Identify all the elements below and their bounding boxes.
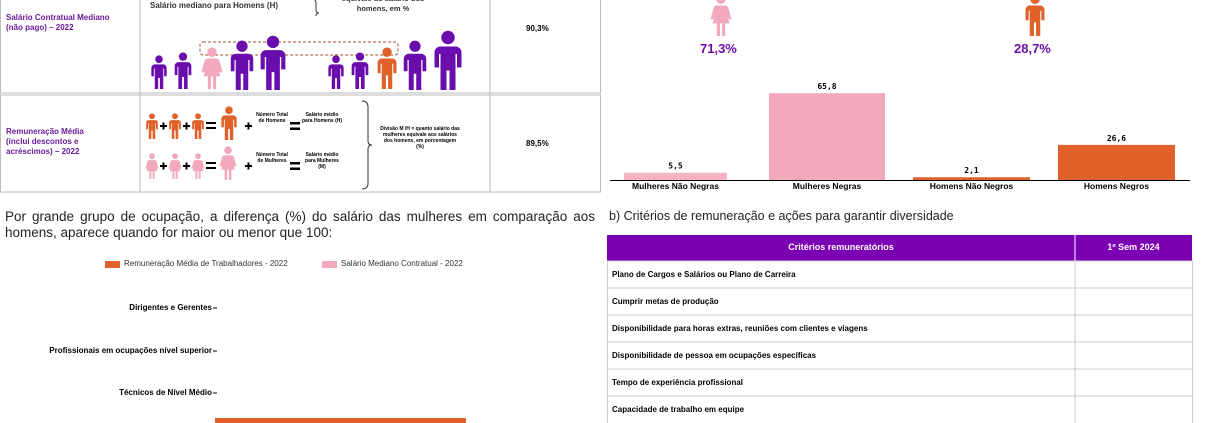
bar — [769, 93, 885, 180]
bracket — [361, 100, 373, 190]
section-title: b) Critérios de remuneração e ações para… — [609, 209, 954, 223]
table-header — [607, 235, 1192, 261]
operators — [160, 122, 300, 170]
bar — [624, 172, 727, 180]
legend-swatch — [105, 261, 120, 268]
criteria-row: Tempo de experiência profissional — [612, 378, 743, 387]
header-cell: Critérios remuneratórios — [788, 242, 894, 252]
criteria-row: Disponibilidade de pessoa em ocupações e… — [612, 351, 817, 360]
share-label: 71,3% — [700, 41, 737, 56]
criteria-row: Disponibilidade para horas extras, reuni… — [612, 324, 868, 333]
x-tick-label: Mulheres Negras — [793, 181, 862, 191]
bar-clipped — [215, 418, 466, 423]
criteria-row: Capacidade de trabalho em equipe — [612, 405, 745, 414]
criteria-row: Plano de Cargos e Salários ou Plano de C… — [612, 270, 796, 279]
figure-text: Salário médio para Mulheres (M) — [305, 152, 339, 170]
people-row-2 — [145, 106, 237, 180]
category-label: Profissionais em ocupações nível superio… — [49, 346, 212, 355]
value-label: 26,6 — [1107, 134, 1126, 143]
legend-swatch — [322, 261, 337, 268]
figure-text: Salário mediano para Homens (H) — [150, 1, 279, 10]
bracket — [314, 0, 320, 17]
figure-text: equivale ao salário dos homens, em % — [342, 0, 425, 13]
row-value: 90,3% — [526, 24, 549, 33]
x-tick-label: Homens Negros — [1084, 181, 1149, 191]
row-label: Remuneração Média (inclui descontos e ac… — [6, 127, 84, 156]
row-label: Salário Contratual Mediano (não pago) – … — [6, 13, 110, 32]
category-label: Dirigentes e Gerentes — [129, 303, 212, 312]
woman-icon — [710, 0, 732, 36]
criteria-grid — [607, 260, 1193, 423]
figure-text: Salário médio para Homens (H) — [302, 112, 343, 124]
share-label: 28,7% — [1014, 41, 1051, 56]
table-grid — [0, 0, 601, 193]
people-row-1 — [151, 30, 462, 90]
x-tick-label: Mulheres Não Negras — [632, 181, 719, 191]
bars: 5,5 Mulheres Não Negras 65,8 Mulheres Negra… — [624, 82, 1175, 191]
dashed-box — [199, 41, 399, 56]
legend-label: Salário Mediano Contratual - 2022 — [341, 259, 463, 268]
figure-text: Número Total de Mulheres — [256, 152, 288, 164]
man-icon — [1025, 0, 1045, 36]
category-label: Técnicos de Nível Médio — [119, 388, 212, 397]
header-cell: 1º Sem 2024 — [1107, 242, 1160, 252]
value-label: 65,8 — [817, 82, 836, 91]
intro-text: Por grande grupo de ocupação, a diferenç… — [5, 209, 595, 240]
row-value: 89,5% — [526, 139, 549, 148]
criteria-row: Cumprir metas de produção — [612, 297, 719, 306]
figure-text: Número Total de Homens — [256, 112, 288, 124]
bar — [913, 177, 1030, 180]
legend-label: Remuneração Média de Trabalhadores - 202… — [124, 259, 288, 268]
x-tick-label: Homens Não Negros — [930, 181, 1014, 191]
y-ticks — [213, 307, 217, 394]
value-label: 5,5 — [668, 162, 683, 171]
bar — [1058, 144, 1175, 180]
value-label: 2,1 — [964, 166, 979, 175]
figure-text: Divisão M /H = quanto salário das mulher… — [380, 126, 460, 150]
